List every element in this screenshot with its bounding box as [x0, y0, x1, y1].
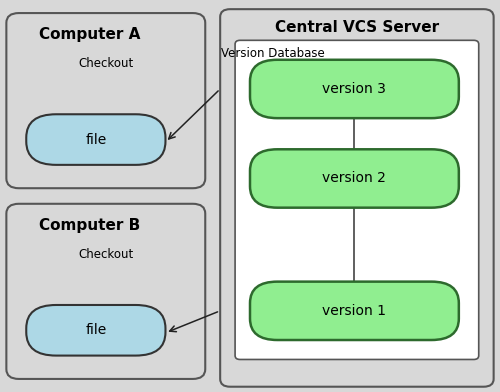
FancyBboxPatch shape — [6, 204, 205, 379]
Text: Central VCS Server: Central VCS Server — [275, 20, 439, 35]
FancyBboxPatch shape — [250, 60, 459, 118]
FancyBboxPatch shape — [235, 40, 478, 359]
FancyBboxPatch shape — [26, 305, 166, 356]
FancyBboxPatch shape — [220, 9, 493, 387]
Text: version 2: version 2 — [322, 171, 386, 185]
Text: Computer B: Computer B — [40, 218, 140, 233]
Text: Checkout: Checkout — [78, 248, 134, 261]
FancyBboxPatch shape — [250, 149, 459, 208]
Text: Checkout: Checkout — [78, 57, 134, 70]
FancyBboxPatch shape — [250, 281, 459, 340]
Text: Computer A: Computer A — [39, 27, 140, 42]
Text: Version Database: Version Database — [220, 47, 324, 60]
Text: file: file — [85, 323, 106, 337]
Text: file: file — [85, 132, 106, 147]
FancyBboxPatch shape — [6, 13, 205, 188]
Text: version 1: version 1 — [322, 304, 386, 318]
FancyBboxPatch shape — [26, 114, 166, 165]
Text: version 3: version 3 — [322, 82, 386, 96]
